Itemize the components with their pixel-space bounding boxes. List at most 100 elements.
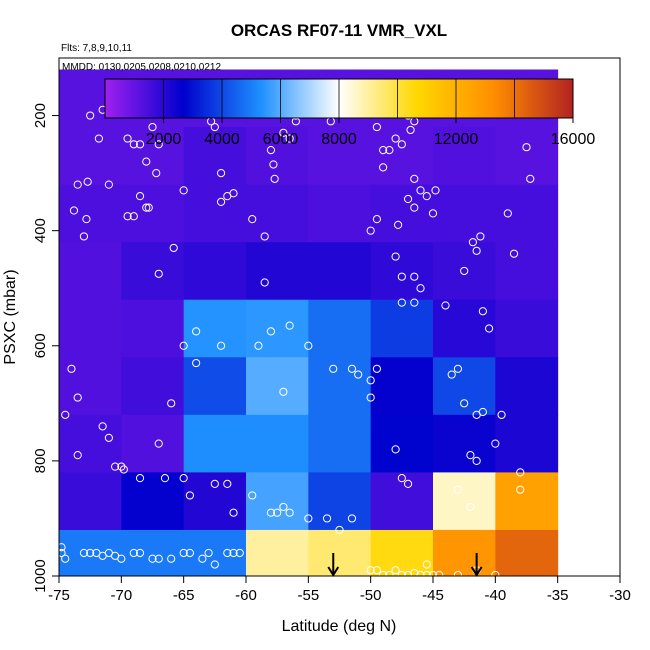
observation-point xyxy=(67,364,76,373)
arrow-head xyxy=(470,566,483,577)
heatmap-cell xyxy=(433,127,496,186)
observation-point xyxy=(472,246,481,255)
observation-point xyxy=(61,410,70,419)
observation-point xyxy=(94,134,103,143)
observation-point xyxy=(210,479,219,489)
observation-point xyxy=(154,140,163,149)
observation-point xyxy=(304,514,313,523)
observation-point xyxy=(476,232,485,241)
observation-point xyxy=(104,433,113,442)
observation-point xyxy=(123,134,132,143)
heatmap-cell xyxy=(370,472,434,531)
observation-point xyxy=(210,560,219,569)
observation-point xyxy=(403,479,413,489)
observation-point xyxy=(379,145,388,155)
observation-point xyxy=(135,140,145,149)
observation-point xyxy=(148,122,157,132)
observation-point xyxy=(129,212,138,221)
heatmap-cell xyxy=(495,299,559,358)
observation-point xyxy=(117,462,126,471)
arrow-head xyxy=(327,566,340,577)
heatmap-cell xyxy=(370,184,434,243)
observation-point xyxy=(57,543,66,552)
heatmap-cell xyxy=(121,127,185,186)
observation-point xyxy=(366,393,375,402)
observation-point xyxy=(144,203,153,212)
observation-point xyxy=(123,212,132,221)
colorbar-tick-label: 8000 xyxy=(321,131,357,148)
dates-note: MMDD: 0130,0205,0208,0210,0212 xyxy=(62,62,221,73)
heatmap-cell xyxy=(433,184,496,243)
observation-point xyxy=(431,186,440,195)
observation-point xyxy=(279,128,288,137)
observation-point xyxy=(216,341,226,350)
observation-point xyxy=(169,243,178,253)
observation-point xyxy=(73,393,82,402)
observation-point xyxy=(82,215,91,224)
heatmap-cell xyxy=(370,414,434,473)
chart-title: ORCAS RF07-11 VMR_VXL xyxy=(231,21,447,40)
observation-point xyxy=(466,451,475,460)
heatmap-cell xyxy=(495,529,559,577)
observation-point xyxy=(167,399,176,408)
observation-point xyxy=(79,232,89,241)
observation-point xyxy=(192,327,201,336)
observation-point xyxy=(385,570,394,580)
observation-point xyxy=(179,186,188,195)
observation-point xyxy=(73,180,82,189)
observation-point xyxy=(406,125,415,135)
heatmap-cell xyxy=(433,529,496,577)
x-axis-label: Latitude (deg N) xyxy=(282,618,397,635)
observation-point xyxy=(185,491,194,500)
observation-point xyxy=(154,439,163,448)
heatmap-cell xyxy=(433,357,496,416)
observation-point xyxy=(379,163,388,172)
observation-point xyxy=(135,192,145,201)
observation-point xyxy=(379,570,388,580)
observation-point xyxy=(385,145,394,155)
observation-point xyxy=(410,272,419,281)
observation-point xyxy=(266,145,276,155)
heatmap-cell xyxy=(370,357,434,416)
observation-point xyxy=(79,548,89,558)
observation-point xyxy=(192,358,201,368)
arrow-markers xyxy=(327,553,483,577)
observation-point xyxy=(393,220,403,230)
heatmap-cell xyxy=(183,127,247,186)
observation-point xyxy=(154,269,163,278)
observation-point xyxy=(485,324,494,333)
heatmap-cell xyxy=(246,472,309,531)
observation-point xyxy=(83,177,92,186)
observation-point xyxy=(229,508,238,517)
observation-point xyxy=(366,226,375,235)
observation-point xyxy=(269,160,278,169)
observation-point xyxy=(104,180,113,189)
observation-point xyxy=(347,514,357,523)
observation-point xyxy=(347,364,357,373)
observation-point xyxy=(216,169,226,178)
colorbar-tick-label: 2000 xyxy=(146,131,182,148)
observation-point xyxy=(372,122,381,132)
observation-point xyxy=(73,451,82,460)
heatmap-cell xyxy=(121,472,185,531)
observation-point xyxy=(273,508,282,517)
observation-point xyxy=(416,284,425,293)
observation-point xyxy=(322,514,332,523)
colorbar: 2000 4000 6000 8000 12000 16000 xyxy=(104,78,595,148)
observation-point xyxy=(148,554,157,563)
flights-note: Flts: 7,8,9,10,11 xyxy=(61,43,132,54)
heatmap-cell xyxy=(246,414,309,473)
observation-point xyxy=(441,301,450,310)
y-axis: 200 400 600 800 1000 xyxy=(32,103,59,593)
observation-point xyxy=(223,479,232,489)
observation-point xyxy=(223,548,232,558)
heatmap-cell xyxy=(495,414,559,473)
observation-point xyxy=(279,502,288,512)
heatmap-cell xyxy=(308,472,372,531)
observation-point xyxy=(410,203,419,212)
y-axis-label: PSXC (mbar) xyxy=(2,269,19,364)
x-tick-label: -30 xyxy=(609,587,631,604)
x-tick-label: -70 xyxy=(110,587,132,604)
heatmap-cell xyxy=(433,472,496,531)
